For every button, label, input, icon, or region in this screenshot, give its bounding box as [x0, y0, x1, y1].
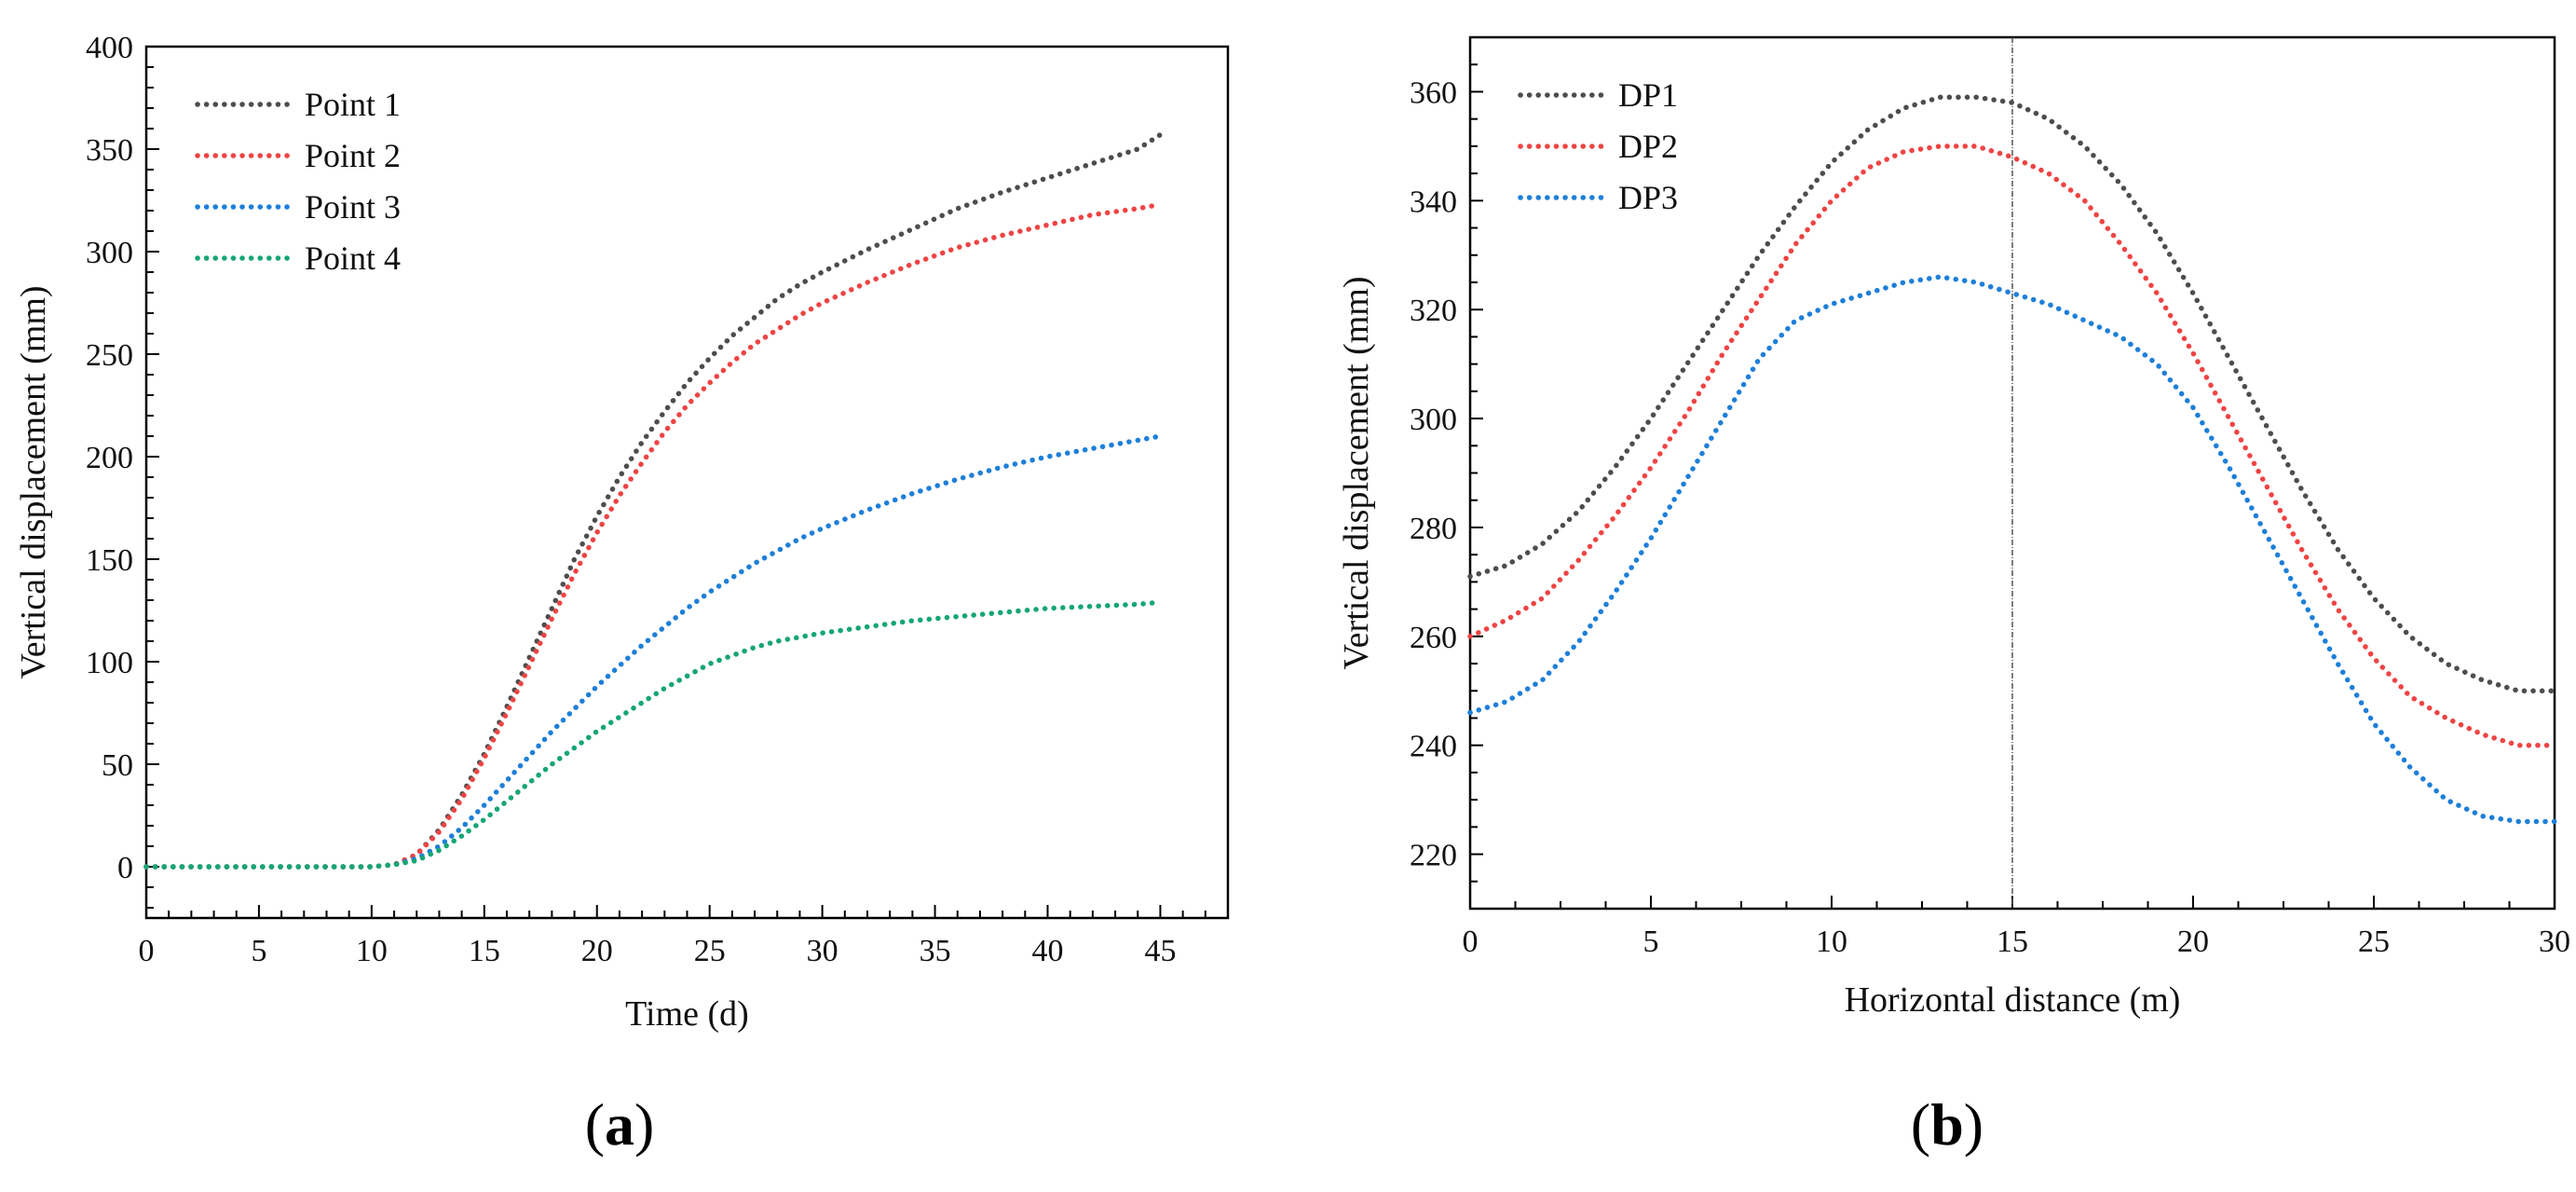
y-axis-title: Vertical displacement (mm)	[1337, 276, 1376, 669]
x-tick-label: 20	[2177, 925, 2209, 959]
y-tick-label: 320	[1410, 294, 1457, 328]
panel-label-a: (a)	[585, 1091, 655, 1158]
chart-a: 0 5 10 15 20 25 30 35 40 45 0 50 100 150 200 250 300 350 4…	[14, 31, 1230, 1034]
y-tick-label: 300	[1410, 403, 1457, 437]
y-tick-label: 200	[86, 441, 133, 475]
legend-label: Point 1	[305, 86, 401, 123]
y-tick-label: 100	[86, 646, 133, 680]
y-tick-label: 50	[102, 748, 133, 783]
series-line-point-2	[143, 201, 1164, 870]
y-tick-label: 300	[86, 236, 133, 270]
x-axis-title: Horizontal distance (m)	[1845, 980, 2181, 1020]
x-tick-label: 30	[807, 934, 838, 968]
x-tick-label: 45	[1144, 934, 1176, 968]
x-tick-label: 25	[694, 934, 726, 968]
y-tick-label: 240	[1410, 730, 1457, 764]
y-tick-label: 260	[1410, 621, 1457, 655]
x-axis-title: Time (d)	[625, 994, 749, 1034]
legend-label: Point 4	[305, 240, 401, 277]
series-line-dp2	[1467, 144, 2557, 748]
legend-label: Point 2	[305, 137, 401, 174]
x-tick-label: 40	[1032, 934, 1064, 968]
y-tick-label: 0	[117, 851, 133, 885]
x-tick-label: 25	[2358, 925, 2390, 959]
y-tick-label: 220	[1410, 839, 1457, 873]
x-tick-label: 0	[139, 934, 155, 968]
y-tick-label: 150	[86, 543, 133, 578]
legend-label: DP2	[1618, 128, 1678, 165]
x-tick-label: 10	[1816, 925, 1847, 959]
series-line-dp1	[1467, 94, 2557, 694]
x-tick-label: 10	[356, 934, 388, 968]
legend-label: DP1	[1618, 76, 1678, 114]
series-line-dp3	[1467, 274, 2557, 825]
x-tick-label: 15	[1997, 925, 2028, 959]
x-tick-label: 5	[1643, 925, 1659, 959]
y-tick-label: 340	[1410, 185, 1457, 219]
chart-b: 0 5 10 15 20 25 30 220 240 260 280 300 320 340 360 Hori…	[1337, 35, 2570, 1020]
series-line-point-4	[143, 599, 1164, 870]
x-tick-label: 15	[469, 934, 500, 968]
series-line-point-3	[143, 433, 1164, 870]
legend: Point 1 Point 2 Point 3 Point 4	[195, 86, 401, 277]
y-tick-label: 360	[1410, 75, 1457, 110]
legend-label: DP3	[1618, 179, 1678, 216]
y-axis-title: Vertical displacement (mm)	[14, 285, 53, 678]
x-tick-label: 35	[920, 934, 951, 968]
y-tick-label: 400	[86, 31, 133, 65]
panel-label-b: (b)	[1911, 1091, 1983, 1158]
x-tick-label: 30	[2539, 925, 2570, 959]
y-tick-label: 250	[86, 338, 133, 373]
x-tick-label: 0	[1463, 925, 1479, 959]
x-tick-label: 5	[251, 934, 266, 968]
legend-label: Point 3	[305, 188, 401, 226]
series-line-point-1	[143, 131, 1164, 870]
x-tick-label: 20	[581, 934, 613, 968]
y-tick-label: 280	[1410, 512, 1457, 546]
plot-frame	[144, 45, 1230, 920]
legend: DP1 DP2 DP3	[1518, 76, 1678, 216]
y-tick-label: 350	[86, 133, 133, 168]
